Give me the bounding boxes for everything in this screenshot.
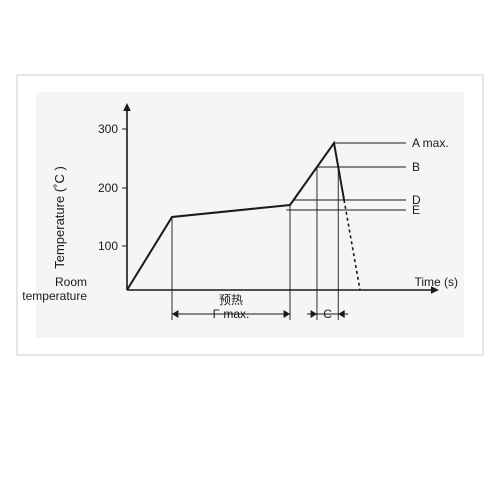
label-a: A max. xyxy=(412,136,449,150)
y-tick-label: 300 xyxy=(98,122,118,136)
label-b: B xyxy=(412,160,420,174)
room-temp-label-line2: temperature xyxy=(22,289,87,303)
reflow-profile-diagram: 100 200 300 Temperature (˚C ) Roomtemperatur… xyxy=(0,0,500,500)
label-c: C xyxy=(323,307,332,321)
room-temp-label-line1: Room xyxy=(55,275,87,289)
y-axis-title: Temperature (˚C ) xyxy=(52,166,67,269)
label-preheat-cn: 预热 xyxy=(219,293,243,307)
y-tick-label: 200 xyxy=(98,181,118,195)
label-f: F max. xyxy=(213,307,250,321)
label-e: E xyxy=(412,203,420,217)
x-axis-title: Time (s) xyxy=(414,275,458,289)
y-tick-label: 100 xyxy=(98,239,118,253)
